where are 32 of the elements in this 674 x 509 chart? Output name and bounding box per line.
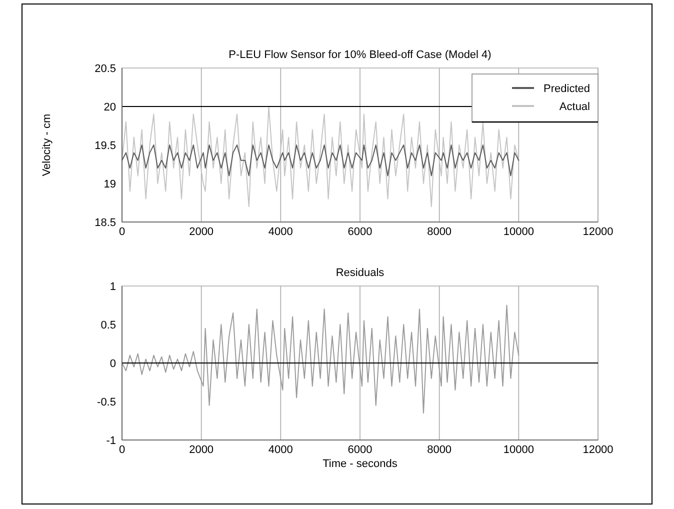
y-tick-label: 0 [110,358,116,370]
x-tick-label: 10000 [503,226,534,238]
x-tick-label: 8000 [427,444,452,456]
line-series [122,106,520,208]
y-axis-title: Velocity - cm [41,114,53,176]
y-tick-label: -1 [106,435,116,447]
x-tick-label: 2000 [189,444,214,456]
y-tick-label: 20.5 [94,63,116,75]
y-tick-label: 19 [104,178,116,190]
line-series [122,304,520,414]
chart-title: Residuals [336,267,385,279]
x-tick-label: 10000 [503,444,534,456]
y-tick-label: 0.5 [100,320,116,332]
y-tick-label: 1 [110,281,116,293]
x-tick-label: 6000 [348,444,372,456]
y-tick-label: 20 [104,102,116,114]
x-tick-label: 8000 [427,226,452,238]
x-tick-label: 4000 [268,226,293,238]
x-tick-label: 2000 [189,226,214,238]
x-tick-label: 0 [118,444,126,456]
legend-label: Predicted [544,83,590,95]
legend-label: Actual [559,101,590,113]
y-tick-label: -0.5 [97,396,116,408]
y-tick-label: 18.5 [94,217,116,229]
x-tick-label: 6000 [348,226,372,238]
chart-title: P-LEU Flow Sensor for 10% Bleed-off Case (Model 4) [228,49,492,61]
x-tick-label: 12000 [582,444,614,456]
x-axis-title: Time - seconds [322,458,398,470]
x-tick-label: 0 [118,226,126,238]
y-tick-label: 19.5 [94,140,116,152]
x-tick-label: 12000 [582,226,614,238]
x-tick-label: 4000 [268,444,293,456]
